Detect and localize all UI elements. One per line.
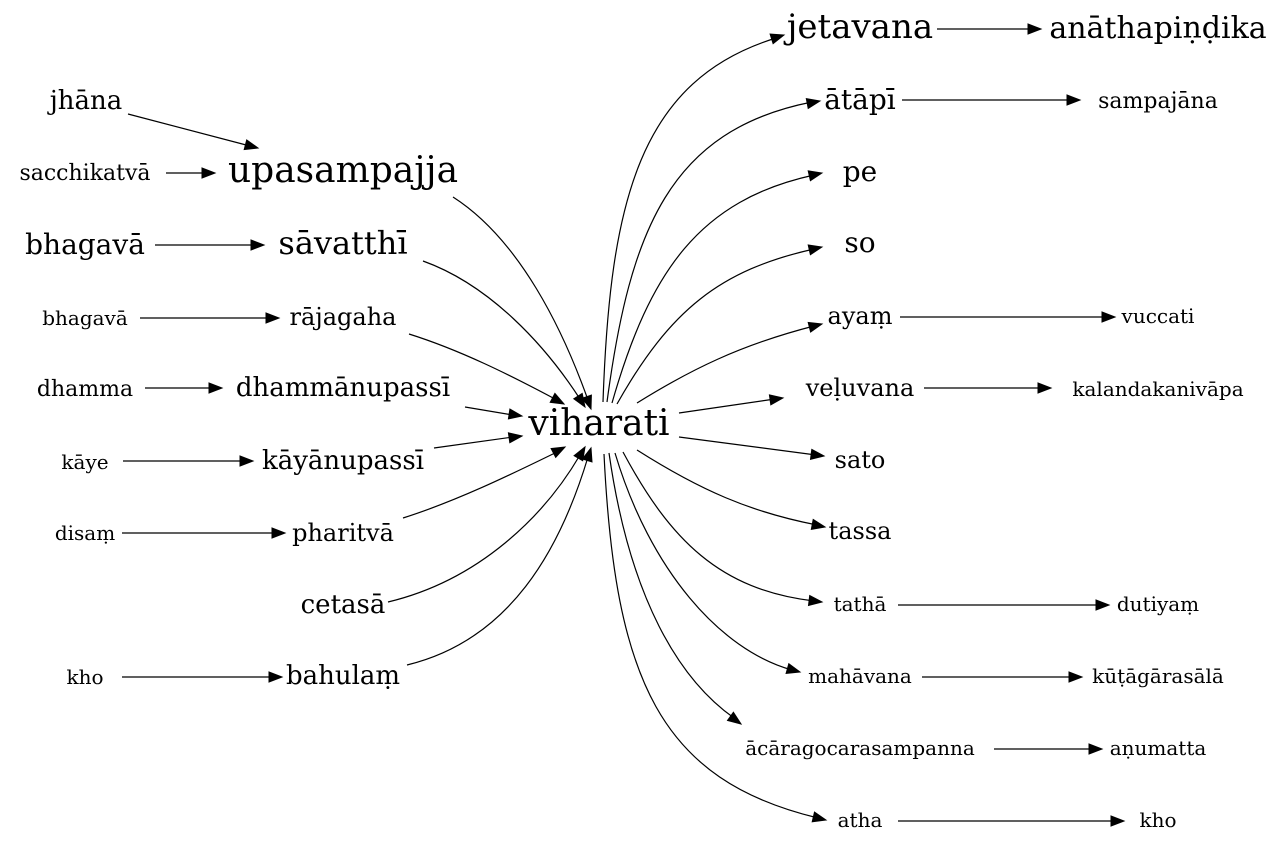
edge-viharati-to-acaragocarasampanna (608, 452, 735, 719)
arrowhead-viharati-to-ayam (807, 321, 824, 333)
node-so: so (844, 226, 875, 259)
arrowhead-viharati-to-atha (811, 811, 828, 823)
edge-bahulam-to-viharati (406, 456, 589, 666)
arrowhead-viharati-to-tassa (810, 518, 827, 531)
node-bhagava1: bhagavā (25, 228, 145, 261)
node-dhammanupassi: dhammānupassī (236, 373, 450, 403)
edge-jhana-to-upasampajja (127, 113, 251, 147)
edge-kayanupassi-to-viharati (433, 436, 514, 449)
node-bahulam: bahulaṃ (286, 661, 400, 691)
node-kaye: kāye (61, 450, 108, 474)
arrowhead-rajagaha-to-viharati (549, 392, 566, 405)
node-ayam: ayaṃ (828, 302, 893, 330)
node-atapi: ātāpī (824, 83, 896, 116)
node-atha: atha (838, 808, 883, 832)
node-kutagarasala: kūṭāgārasālā (1092, 664, 1224, 688)
node-mahavana: mahāvana (808, 664, 912, 688)
node-cetasa: cetasā (301, 590, 386, 620)
arrowhead-viharati-to-atapi (805, 97, 822, 110)
arrowhead-viharati-to-sato (809, 448, 826, 460)
edge-cetasa-to-viharati (387, 454, 581, 603)
edge-viharati-to-so (616, 248, 815, 405)
node-sato: sato (835, 446, 886, 474)
edge-savatthi-to-viharati (422, 260, 581, 400)
node-viharati: viharati (527, 403, 669, 444)
arrowhead-viharati-to-so (807, 244, 824, 256)
node-acaragocarasampanna: ācāragocarasampanna (745, 736, 975, 760)
arrowhead-cetasa-to-viharati (573, 445, 586, 462)
node-jhana: jhāna (47, 86, 123, 116)
node-pharitva: pharitvā (292, 519, 394, 547)
arrowhead-ayam-to-vuccati (1101, 311, 1117, 323)
node-tassa: tassa (829, 517, 892, 545)
edge-upasampajja-to-viharati (452, 196, 589, 401)
edge-viharati-to-ayam (636, 325, 815, 404)
arrowhead-kho1-to-bahulam (268, 671, 284, 683)
edge-viharati-to-atha (603, 453, 819, 819)
edge-rajagaha-to-viharati (408, 333, 556, 400)
node-rajagaha: rājagaha (290, 303, 397, 331)
arrowhead-bhagava2-to-rajagaha (265, 312, 281, 324)
node-kho1: kho (66, 665, 103, 689)
arrowhead-viharati-to-tatha (807, 594, 824, 607)
arrowhead-sacchikatva-to-upasampajja (201, 167, 217, 179)
node-vuccati: vuccati (1121, 304, 1195, 328)
arrowhead-bahulam-to-viharati (581, 446, 593, 463)
node-jetavana: jetavana (783, 7, 933, 47)
arrowhead-savatthi-to-viharati (572, 392, 586, 409)
arrowhead-acaragocarasampanna-to-anumatta (1088, 743, 1104, 755)
arrowhead-disam-to-pharitva (271, 527, 287, 539)
arrowhead-viharati-to-pe (807, 170, 824, 182)
node-dutiyam: dutiyaṃ (1117, 592, 1199, 616)
node-disam: disaṃ (55, 521, 115, 545)
node-anathapindika: anāthapiṇḍika (1049, 11, 1266, 46)
arrowhead-upasampajja-to-viharati (581, 394, 592, 411)
arrowhead-viharati-to-veluvana (768, 394, 785, 406)
node-sacchikatva: sacchikatvā (19, 161, 150, 186)
arrowhead-bhagava1-to-savatthi (250, 239, 266, 251)
edge-viharati-to-tassa (636, 449, 818, 526)
edge-pharitva-to-viharati (402, 451, 558, 519)
edge-viharati-to-sato (678, 436, 817, 456)
edge-viharati-to-tatha (622, 451, 815, 602)
arrowhead-viharati-to-mahavana (785, 662, 802, 674)
arrowhead-veluvana-to-kalandakanivapa (1037, 382, 1053, 394)
edge-dhammanupassi-to-viharati (464, 406, 514, 416)
arrowhead-viharati-to-jetavana (769, 33, 786, 45)
arrowhead-atapi-to-sampajana (1066, 94, 1082, 106)
node-kalandakanivapa: kalandakanivāpa (1072, 377, 1243, 401)
node-veluvana: veḷuvana (805, 374, 915, 402)
arrowhead-pharitva-to-viharati (550, 446, 567, 459)
arrowhead-kaye-to-kayanupassi (239, 455, 255, 467)
arrowhead-dhamma-to-dhammanupassi (208, 382, 224, 394)
node-savatthi: sāvatthī (278, 224, 407, 262)
arrowhead-mahavana-to-kutagarasala (1068, 671, 1084, 683)
node-tatha: tathā (834, 592, 887, 616)
arrowhead-jhana-to-upasampajja (243, 139, 260, 151)
node-sampajana: sampajāna (1098, 89, 1218, 114)
arrowhead-kayanupassi-to-viharati (507, 432, 524, 444)
edge-viharati-to-pe (611, 174, 815, 404)
arrowhead-dhammanupassi-to-viharati (507, 408, 524, 420)
node-upasampajja: upasampajja (228, 150, 458, 191)
arrowhead-atha-to-kho2 (1110, 815, 1126, 827)
edge-viharati-to-mahavana (614, 452, 793, 671)
node-kayanupassi: kāyānupassī (262, 446, 424, 476)
edge-viharati-to-jetavana (602, 37, 777, 403)
edge-viharati-to-atapi (606, 101, 813, 403)
node-anumatta: aṇumatta (1110, 736, 1207, 760)
arrowhead-viharati-to-acaragocarasampanna (726, 711, 743, 725)
edge-viharati-to-veluvana (678, 398, 776, 414)
arrowhead-jetavana-to-anathapindika (1027, 23, 1043, 35)
node-kho2: kho (1139, 808, 1176, 832)
node-bhagava2: bhagavā (42, 306, 128, 330)
node-pe: pe (843, 155, 878, 188)
node-dhamma: dhamma (37, 377, 133, 402)
arrowhead-tatha-to-dutiyam (1095, 599, 1111, 611)
